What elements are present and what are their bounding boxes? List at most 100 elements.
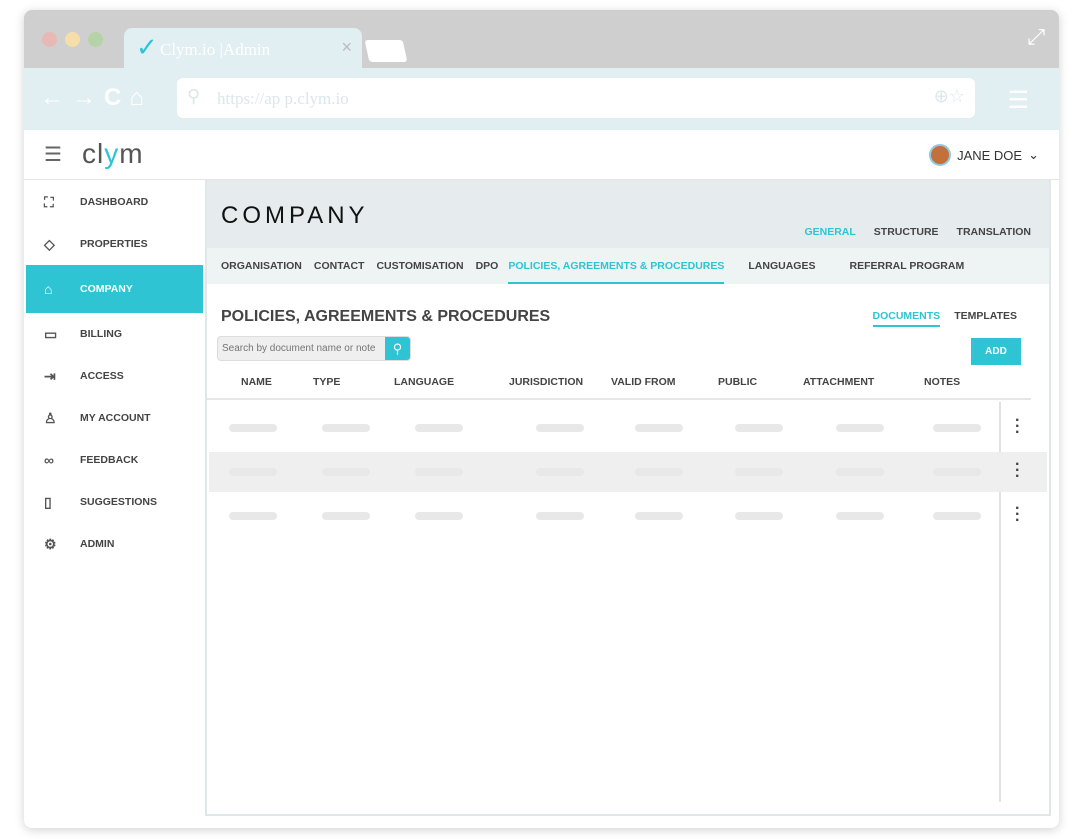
loading-placeholder (415, 512, 463, 520)
tab-contact[interactable]: CONTACT (313, 260, 365, 272)
col-language[interactable]: LANGUAGE (394, 376, 455, 388)
browser-menu-icon[interactable]: ☰ (1007, 87, 1029, 114)
avatar (929, 144, 952, 166)
sidebar-item-suggestions[interactable]: ▯ SUGGESTIONS (26, 481, 203, 523)
loading-placeholder (635, 424, 683, 432)
loading-placeholder (322, 468, 370, 476)
loading-placeholder (536, 512, 584, 520)
nav-bar: ←→C⌂ ⚲ https://ap p.clym.io ⊕☆ ☰ (24, 68, 1059, 130)
loading-placeholder (415, 424, 463, 432)
user-name: JANE DOE (957, 147, 1023, 163)
sidebar-item-dashboard[interactable]: ⛶ DASHBOARD (26, 181, 203, 223)
loading-placeholder (229, 512, 277, 520)
add-button[interactable]: ADD (971, 338, 1021, 365)
table-header: NAME TYPE LANGUAGE JURISDICTION VALID FR… (207, 376, 1031, 400)
tab-referral-program[interactable]: REFERRAL PROGRAM (849, 260, 965, 272)
minimize-window-button[interactable] (65, 32, 80, 47)
col-valid-from[interactable]: VALID FROM (611, 376, 676, 388)
label: BILLING (80, 328, 122, 340)
tab-dpo[interactable]: DPO (475, 260, 499, 272)
new-tab-button[interactable] (364, 40, 408, 62)
search-icon: ⚲ (187, 86, 201, 106)
tab-customisation[interactable]: CUSTOMISATION (376, 260, 464, 272)
col-type[interactable]: TYPE (313, 376, 341, 388)
clym-check-icon: ✓ (136, 32, 158, 62)
sidebar-item-admin[interactable]: ⚙ ADMIN (26, 523, 203, 565)
expand-icon[interactable]: ⤢ (1027, 24, 1045, 49)
tab-general[interactable]: GENERAL (804, 226, 856, 238)
tab-translation[interactable]: TRANSLATION (956, 226, 1031, 238)
loading-placeholder (415, 468, 463, 476)
sidebar-item-properties[interactable]: ◇ PROPERTIES (26, 223, 203, 265)
sub-tabs: ORGANISATION CONTACT CUSTOMISATION DPO P… (207, 248, 1049, 284)
sidebar-item-my-account[interactable]: ♙ MY ACCOUNT (26, 397, 203, 439)
more-options-icon[interactable]: · · · (1015, 412, 1021, 441)
sidebar: ⛶ DASHBOARD ◇ PROPERTIES ⌂ COMPANY ▭ BILLING… (26, 181, 203, 565)
sidebar-item-feedback[interactable]: ∞ FEEDBACK (26, 439, 203, 481)
main-panel: COMPANY GENERAL STRUCTURE TRANSLATION OR… (205, 180, 1051, 816)
page-title: COMPANY (221, 202, 369, 229)
label: COMPANY (80, 283, 133, 295)
tab-policies[interactable]: POLICIES, AGREEMENTS & PROCEDURES (508, 248, 725, 284)
tab-languages[interactable]: LANGUAGES (748, 260, 816, 272)
loading-placeholder (933, 512, 981, 520)
label: ACCESS (80, 370, 124, 382)
nav-buttons-icon[interactable]: ←→C⌂ (40, 84, 152, 111)
search-box: ⚲ (217, 336, 411, 361)
loading-placeholder (933, 424, 981, 432)
search-button[interactable]: ⚲ (385, 337, 410, 360)
layers-icon: ◇ (44, 235, 55, 252)
col-name[interactable]: NAME (241, 376, 272, 388)
col-jurisdiction[interactable]: JURISDICTION (509, 376, 584, 388)
tab-organisation[interactable]: ORGANISATION (221, 260, 302, 272)
label: FEEDBACK (80, 454, 139, 466)
loading-placeholder (635, 468, 683, 476)
loading-placeholder (836, 512, 884, 520)
tab-title: Clym.io |Admin (160, 40, 271, 59)
address-bar[interactable]: ⚲ https://ap p.clym.io ⊕☆ (177, 78, 975, 118)
loading-placeholder (735, 424, 783, 432)
bank-icon: ⌂ (44, 281, 53, 297)
sidebar-item-company[interactable]: ⌂ COMPANY (26, 265, 203, 313)
divider (999, 402, 1001, 802)
loading-placeholder (735, 512, 783, 520)
close-window-button[interactable] (42, 32, 57, 47)
more-options-icon[interactable]: · · · (1015, 500, 1021, 529)
feedback-icon: ∞ (44, 452, 54, 468)
suggestion-icon: ▯ (44, 493, 52, 510)
tab-templates[interactable]: TEMPLATES (954, 310, 1017, 322)
chart-icon: ⛶ (44, 193, 54, 210)
table-row[interactable]: · · · (209, 496, 1047, 536)
search-input[interactable] (218, 337, 388, 360)
table-row[interactable]: · · · (209, 452, 1047, 492)
more-options-icon[interactable]: · · · (1015, 456, 1021, 485)
browser-tab[interactable]: ✓ Clym.io |Admin × (124, 28, 362, 68)
title-bar: ✓ Clym.io |Admin × ⤢ (24, 10, 1059, 68)
tab-structure[interactable]: STRUCTURE (873, 226, 939, 238)
loading-placeholder (536, 468, 584, 476)
label: SUGGESTIONS (80, 496, 158, 508)
maximize-window-button[interactable] (88, 32, 103, 47)
sidebar-item-access[interactable]: ⇥ ACCESS (26, 355, 203, 397)
page-header: COMPANY GENERAL STRUCTURE TRANSLATION (207, 180, 1049, 248)
user-icon: ♙ (44, 409, 57, 426)
loading-placeholder (229, 468, 277, 476)
col-public[interactable]: PUBLIC (718, 376, 758, 388)
loading-placeholder (836, 424, 884, 432)
close-tab-icon[interactable]: × (341, 37, 352, 57)
browser-window: ✓ Clym.io |Admin × ⤢ ←→C⌂ ⚲ https://ap p… (24, 10, 1059, 828)
zoom-star-icon[interactable]: ⊕☆ (933, 86, 965, 106)
sidebar-item-billing[interactable]: ▭ BILLING (26, 313, 203, 355)
table-row[interactable]: · · · (209, 408, 1047, 448)
label: DASHBOARD (80, 196, 149, 208)
loading-placeholder (933, 468, 981, 476)
hamburger-icon[interactable]: ☰ (44, 144, 62, 166)
loading-placeholder (322, 424, 370, 432)
gear-icon: ⚙ (44, 535, 57, 552)
user-menu[interactable]: JANE DOE ⌄ (929, 144, 1039, 166)
tab-documents[interactable]: DOCUMENTS (872, 310, 941, 327)
card-icon: ▭ (44, 325, 58, 342)
col-notes[interactable]: NOTES (924, 376, 961, 388)
col-attachment[interactable]: ATTACHMENT (803, 376, 875, 388)
loading-placeholder (635, 512, 683, 520)
